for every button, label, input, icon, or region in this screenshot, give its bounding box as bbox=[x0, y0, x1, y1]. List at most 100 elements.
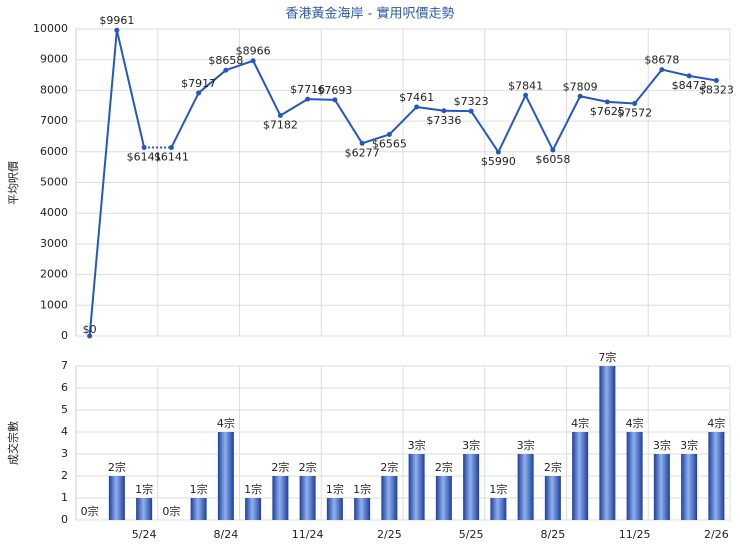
point bbox=[196, 90, 202, 96]
line-segment bbox=[307, 98, 335, 101]
line-segment bbox=[551, 95, 582, 151]
bar bbox=[326, 498, 343, 520]
point bbox=[250, 58, 256, 64]
data-label: $7461 bbox=[399, 91, 434, 104]
data-label: $6141 bbox=[127, 150, 162, 163]
data-label: $8658 bbox=[208, 54, 243, 67]
line-segment bbox=[115, 29, 146, 148]
data-label: 1宗 bbox=[326, 482, 344, 496]
data-label: 2宗 bbox=[435, 460, 453, 474]
data-label: 2宗 bbox=[299, 460, 317, 474]
line-segment bbox=[279, 98, 309, 117]
data-label: 1宗 bbox=[489, 482, 507, 496]
point bbox=[87, 333, 93, 339]
data-label: 1宗 bbox=[353, 482, 371, 496]
data-label: 3宗 bbox=[517, 438, 535, 452]
point bbox=[114, 27, 120, 33]
bar bbox=[599, 366, 616, 520]
point bbox=[359, 140, 365, 146]
data-label: $7323 bbox=[454, 95, 489, 108]
data-label: 4宗 bbox=[571, 416, 589, 430]
x-tick-label: 11/25 bbox=[619, 528, 651, 541]
data-label: 2宗 bbox=[544, 460, 562, 474]
x-tick-label: 11/24 bbox=[292, 528, 324, 541]
y-tick-label: 7000 bbox=[40, 114, 68, 127]
data-label: $7336 bbox=[426, 114, 461, 127]
y-tick-label: 0 bbox=[61, 329, 68, 342]
bar bbox=[490, 498, 507, 520]
point bbox=[523, 92, 529, 98]
bar bbox=[544, 476, 561, 520]
line-segment bbox=[170, 92, 200, 148]
y-tick-label: 6000 bbox=[40, 145, 68, 158]
bar bbox=[626, 432, 643, 520]
y-tick-label: 3000 bbox=[40, 237, 68, 250]
y-tick-label: 2000 bbox=[40, 268, 68, 281]
point bbox=[632, 101, 638, 107]
data-label: 4宗 bbox=[217, 416, 235, 430]
data-label: 1宗 bbox=[190, 482, 208, 496]
x-tick-label: 5/24 bbox=[132, 528, 157, 541]
y-axis-label: 平均呎價 bbox=[6, 161, 20, 205]
y-tick-label: 2 bbox=[61, 469, 68, 482]
data-label: 2宗 bbox=[271, 460, 289, 474]
data-label: $9961 bbox=[99, 14, 134, 27]
y-tick-label: 5 bbox=[61, 403, 68, 416]
y-tick-label: 3 bbox=[61, 447, 68, 460]
line-segment bbox=[524, 94, 554, 151]
data-label: $0 bbox=[83, 323, 97, 336]
data-label: $6565 bbox=[372, 137, 407, 150]
data-label: 3宗 bbox=[408, 438, 426, 452]
data-label: $7693 bbox=[317, 84, 352, 97]
point bbox=[168, 144, 174, 150]
bar bbox=[708, 432, 725, 520]
bar bbox=[108, 476, 125, 520]
data-label: 1宗 bbox=[135, 482, 153, 496]
data-label: $8323 bbox=[699, 83, 734, 96]
data-label: $7625 bbox=[590, 105, 625, 118]
line-segment bbox=[607, 100, 635, 105]
bar bbox=[136, 498, 153, 520]
data-label: 3宗 bbox=[462, 438, 480, 452]
point bbox=[713, 77, 719, 83]
data-label: $5990 bbox=[481, 155, 516, 168]
point bbox=[495, 149, 501, 155]
y-tick-label: 5000 bbox=[40, 176, 68, 189]
point bbox=[604, 99, 610, 105]
point bbox=[414, 104, 420, 110]
data-label: 2宗 bbox=[380, 460, 398, 474]
data-label: $8966 bbox=[236, 45, 271, 58]
bar bbox=[299, 476, 316, 520]
data-label: $7182 bbox=[263, 119, 298, 132]
bar bbox=[681, 454, 698, 520]
line-segment bbox=[497, 94, 527, 153]
line-segment bbox=[88, 30, 118, 337]
bar bbox=[272, 476, 289, 520]
bar bbox=[381, 476, 398, 520]
data-label: 7宗 bbox=[598, 350, 616, 364]
data-label: 2宗 bbox=[108, 460, 126, 474]
x-tick-label: 8/25 bbox=[541, 528, 566, 541]
y-tick-label: 1000 bbox=[40, 298, 68, 311]
y-tick-label: 4 bbox=[61, 425, 68, 438]
point bbox=[659, 67, 665, 73]
y-tick-label: 6 bbox=[61, 381, 68, 394]
data-label: $7716 bbox=[290, 83, 325, 96]
point bbox=[686, 73, 692, 79]
point bbox=[468, 108, 474, 114]
data-label: $7841 bbox=[508, 79, 543, 92]
bar bbox=[653, 454, 670, 520]
line-segment bbox=[688, 74, 717, 82]
bar bbox=[245, 498, 262, 520]
line-segment bbox=[361, 133, 390, 145]
y-tick-label: 8000 bbox=[40, 83, 68, 96]
line-segment bbox=[388, 106, 418, 136]
y-tick-label: 4000 bbox=[40, 206, 68, 219]
chart-title: 香港黃金海岸 - 實用呎價走勢 bbox=[286, 6, 455, 22]
data-label: $6058 bbox=[535, 153, 570, 166]
line-segment bbox=[661, 68, 690, 77]
point bbox=[441, 108, 447, 114]
data-label: 4宗 bbox=[707, 416, 725, 430]
data-label: 0宗 bbox=[81, 504, 99, 518]
data-label: 1宗 bbox=[244, 482, 262, 496]
